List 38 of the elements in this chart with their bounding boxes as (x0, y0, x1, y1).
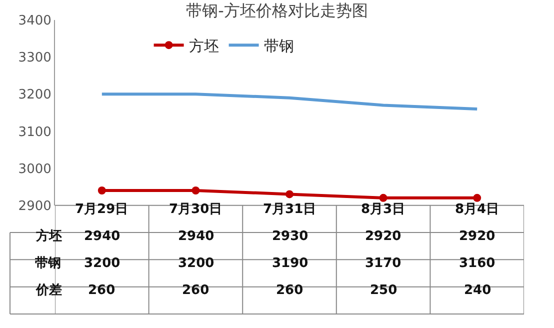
y-tick-label: 3100 (18, 124, 52, 140)
text: 260 (182, 283, 210, 298)
legend-label: 方坯 (188, 36, 219, 55)
data-label: 2920 (459, 229, 496, 244)
chart-title: 带钢-方坯价格对比走势图 (186, 1, 368, 20)
y-tick-label: 3300 (18, 50, 52, 66)
data-label: 2920 (365, 229, 402, 244)
text: 带钢 (35, 256, 61, 271)
text: 价差 (35, 283, 62, 298)
point (286, 190, 294, 198)
line-series (100, 92, 479, 110)
data-label: 2940 (84, 229, 120, 244)
x-tick-label: 7月29日 (75, 202, 128, 217)
point (192, 186, 200, 194)
point (379, 194, 388, 202)
point (98, 186, 106, 194)
data-label: 2940 (178, 229, 214, 244)
point (473, 194, 482, 202)
text: 260 (276, 283, 304, 298)
x-tick-label: 7月31日 (263, 202, 316, 217)
text: 260 (88, 283, 116, 298)
y-tick-label: 2900 (18, 198, 52, 214)
data-label: 2930 (272, 229, 308, 244)
x-tick-label: 8月4日 (455, 202, 500, 217)
text: 250 (370, 283, 398, 298)
text: 方坯 (36, 229, 62, 244)
text: 240 (464, 283, 492, 298)
data-label: 3200 (84, 256, 120, 271)
data-label: 3160 (459, 256, 496, 271)
data-label: 3200 (178, 256, 214, 271)
data-label: 3190 (272, 256, 308, 271)
legend-label: 带钢 (264, 36, 294, 55)
y-tick-label: 3000 (18, 162, 52, 177)
data-label: 3170 (365, 256, 402, 271)
x-tick-label: 8月3日 (361, 202, 406, 217)
y-tick-label: 3200 (18, 88, 52, 103)
x-tick-label: 7月30日 (169, 202, 222, 217)
y-tick-label: 3400 (18, 14, 52, 29)
